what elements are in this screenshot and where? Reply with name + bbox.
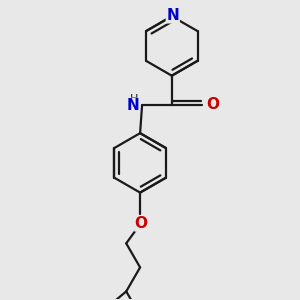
Text: N: N — [126, 98, 139, 113]
Text: O: O — [206, 97, 220, 112]
Text: N: N — [167, 8, 179, 23]
Text: O: O — [135, 216, 148, 231]
Text: H: H — [130, 94, 138, 104]
